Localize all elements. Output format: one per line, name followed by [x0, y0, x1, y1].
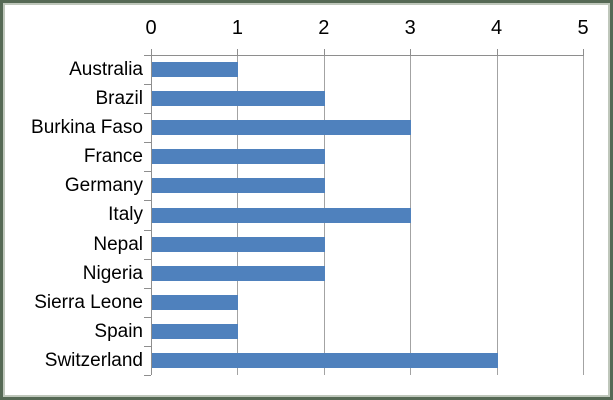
value-axis-tick-label: 1: [231, 17, 243, 39]
bar-australia: [152, 62, 239, 78]
category-axis-tick: [144, 345, 151, 347]
category-axis-line: [151, 55, 152, 375]
bar-germany: [152, 178, 325, 194]
category-label: Burkina Faso: [31, 117, 143, 139]
category-label: Brazil: [95, 88, 143, 110]
bar-sierra-leone: [152, 294, 239, 310]
value-axis-tick-label: 5: [577, 17, 589, 39]
category-axis-tick: [144, 200, 151, 202]
category-label: Switzerland: [44, 349, 143, 371]
bar-nigeria: [152, 265, 325, 281]
category-label: Nepal: [93, 233, 143, 255]
category-axis-tick: [144, 229, 151, 231]
category-axis-tick: [144, 316, 151, 318]
category-label: France: [83, 146, 143, 168]
value-axis-tick: [323, 49, 325, 55]
gridline: [583, 55, 584, 375]
bar-nepal: [152, 236, 325, 252]
value-axis-tick: [410, 49, 412, 55]
bar-france: [152, 149, 325, 165]
plot-area: 0 1 2 3 4 5 Australia Brazil Burkina Faso France G…: [3, 3, 610, 397]
bar-spain: [152, 323, 239, 339]
category-axis-tick: [144, 113, 151, 115]
value-axis-tick: [583, 49, 584, 55]
category-axis-tick: [144, 258, 151, 260]
category-label: Italy: [108, 204, 143, 226]
value-axis-tick-label: 0: [145, 17, 157, 39]
value-axis-tick: [496, 49, 498, 55]
category-axis-tick: [144, 287, 151, 289]
category-label: Sierra Leone: [34, 291, 143, 313]
value-axis-line: [151, 55, 584, 56]
category-axis-tick: [144, 55, 151, 56]
category-label: Germany: [64, 175, 143, 197]
category-label: Spain: [94, 320, 143, 342]
bar-brazil: [152, 91, 325, 107]
category-axis-tick: [144, 375, 151, 376]
value-axis-tick: [151, 49, 152, 55]
category-label: Nigeria: [82, 262, 143, 284]
value-axis-tick-label: 4: [491, 17, 503, 39]
value-axis-tick: [237, 49, 239, 55]
category-axis-tick: [144, 171, 151, 173]
bar-italy: [152, 207, 412, 223]
value-axis-tick-label: 2: [318, 17, 330, 39]
gridline: [496, 55, 498, 375]
category-label: Australia: [69, 59, 143, 80]
bar-burkina-faso: [152, 120, 412, 136]
value-axis-tick-label: 3: [404, 17, 416, 39]
category-axis-tick: [144, 142, 151, 144]
category-axis-tick: [144, 84, 151, 86]
bar-switzerland: [152, 352, 498, 368]
